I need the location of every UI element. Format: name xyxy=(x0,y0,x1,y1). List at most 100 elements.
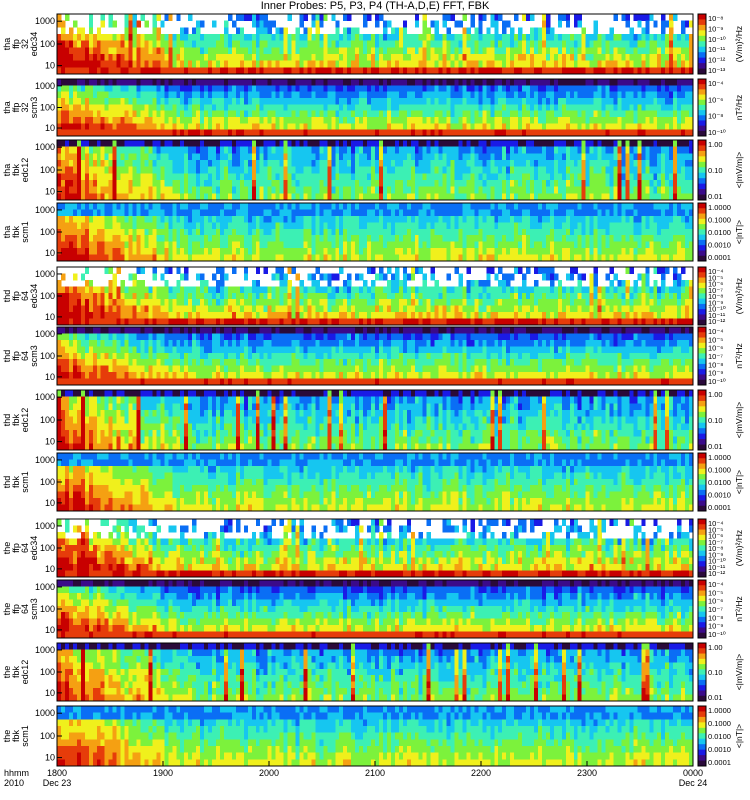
spectrogram-cell xyxy=(291,85,296,93)
spectrogram-cell xyxy=(561,123,567,131)
spectrogram-cell xyxy=(593,54,599,62)
spectrogram-cell xyxy=(212,222,217,230)
spectrogram-cell xyxy=(223,146,229,154)
spectrogram-cell xyxy=(235,235,241,243)
spectrogram-cell xyxy=(168,215,173,223)
spectrogram-cell xyxy=(490,104,495,112)
spectrogram-cell xyxy=(176,186,181,194)
spectrogram-cell xyxy=(418,98,424,105)
spectrogram-cell xyxy=(522,67,527,75)
spectrogram-cell xyxy=(148,203,153,210)
spectrogram-cell xyxy=(414,85,420,93)
spectrogram-cell xyxy=(279,241,284,249)
spectrogram-cell xyxy=(398,203,404,210)
spectrogram-cell xyxy=(267,180,273,188)
spectrogram-cell xyxy=(382,54,388,62)
spectrogram-cell xyxy=(136,235,141,243)
spectrogram-cell xyxy=(152,110,157,118)
spectrogram-cell xyxy=(581,98,587,105)
spectrogram-cell xyxy=(359,228,364,236)
spectrogram-cell xyxy=(303,203,308,210)
spectrogram-cell xyxy=(112,67,118,75)
spectrogram-cell xyxy=(375,228,380,236)
y-axis-label: tha xyxy=(2,164,12,177)
spectrogram-cell xyxy=(378,98,384,105)
spectrogram-cell xyxy=(299,146,304,154)
spectrogram-cell xyxy=(247,153,253,161)
spectrogram-cell xyxy=(526,129,531,137)
spectrogram-cell xyxy=(605,140,610,148)
spectrogram-cell xyxy=(204,160,209,168)
spectrogram-cell xyxy=(152,203,157,210)
spectrogram-cell xyxy=(625,193,630,201)
spectrogram-cell xyxy=(561,129,567,137)
spectrogram-cell xyxy=(148,67,153,75)
spectrogram-cell xyxy=(351,153,356,161)
spectrogram-cell xyxy=(506,67,511,75)
spectrogram-cell xyxy=(534,140,539,148)
spectrogram-cell xyxy=(212,91,217,99)
spectrogram-cell xyxy=(585,153,591,161)
spectrogram-cell xyxy=(430,54,436,62)
spectrogram-cell xyxy=(180,117,185,124)
spectrogram-cell xyxy=(422,123,428,131)
spectrogram-cell xyxy=(287,215,292,223)
spectrogram-cell xyxy=(629,98,634,105)
spectrogram-cell xyxy=(442,40,447,48)
spectrogram-cell xyxy=(625,104,630,112)
spectrogram-cell xyxy=(84,85,90,93)
spectrogram-cell xyxy=(569,117,575,124)
spectrogram-cell xyxy=(156,228,161,236)
spectrogram-cell xyxy=(227,241,233,249)
spectrogram-cell xyxy=(267,54,273,62)
spectrogram-cell xyxy=(307,173,312,181)
spectrogram-cell xyxy=(172,173,177,181)
spectrogram-cell xyxy=(677,60,682,68)
spectrogram-cell xyxy=(287,160,292,168)
spectrogram-cell xyxy=(641,98,646,105)
spectrogram-cell xyxy=(267,129,273,137)
spectrogram-cell xyxy=(597,129,602,137)
spectrogram-cell xyxy=(581,160,587,168)
spectrogram-cell xyxy=(375,129,380,137)
spectrogram-cell xyxy=(486,123,491,131)
spectrogram-cell xyxy=(247,123,253,131)
spectrogram-cell xyxy=(406,98,412,105)
spectrogram-cell xyxy=(673,110,678,118)
spectrogram-cell xyxy=(569,67,575,75)
spectrogram-cell xyxy=(311,123,316,131)
spectrogram-cell xyxy=(315,20,320,28)
spectrogram-cell xyxy=(657,40,662,48)
spectrogram-cell xyxy=(231,166,237,174)
spectrogram-cell xyxy=(490,34,495,42)
spectrogram-cell xyxy=(303,160,308,168)
spectrogram-cell xyxy=(108,34,114,42)
spectrogram-cell xyxy=(669,173,674,181)
spectrogram-cell xyxy=(255,14,261,22)
spectrogram-cell xyxy=(112,193,118,201)
spectrogram-cell xyxy=(156,235,161,243)
spectrogram-cell xyxy=(124,14,129,22)
spectrogram-cell xyxy=(291,193,296,201)
spectrogram-cell xyxy=(76,85,82,93)
spectrogram-cell xyxy=(430,193,436,201)
spectrogram-cell xyxy=(390,91,396,99)
spectrogram-cell xyxy=(108,110,114,118)
spectrogram-cell xyxy=(267,166,273,174)
spectrogram-cell xyxy=(104,180,110,188)
spectrogram-cell xyxy=(378,193,384,201)
spectrogram-cell xyxy=(653,186,658,194)
spectrogram-cell xyxy=(335,123,340,131)
spectrogram-cell xyxy=(156,79,161,86)
spectrogram-cell xyxy=(327,241,332,249)
spectrogram-cell xyxy=(164,47,169,55)
spectrogram-cell xyxy=(92,166,98,174)
spectrogram-cell xyxy=(160,91,165,99)
spectrogram-cell xyxy=(239,129,245,137)
spectrogram-cell xyxy=(128,67,133,75)
spectrogram-cell xyxy=(315,228,320,236)
spectrogram-cell xyxy=(518,193,523,201)
spectrogram-cell xyxy=(176,146,181,154)
spectrogram-cell xyxy=(204,85,209,93)
spectrogram-cell xyxy=(271,235,277,243)
